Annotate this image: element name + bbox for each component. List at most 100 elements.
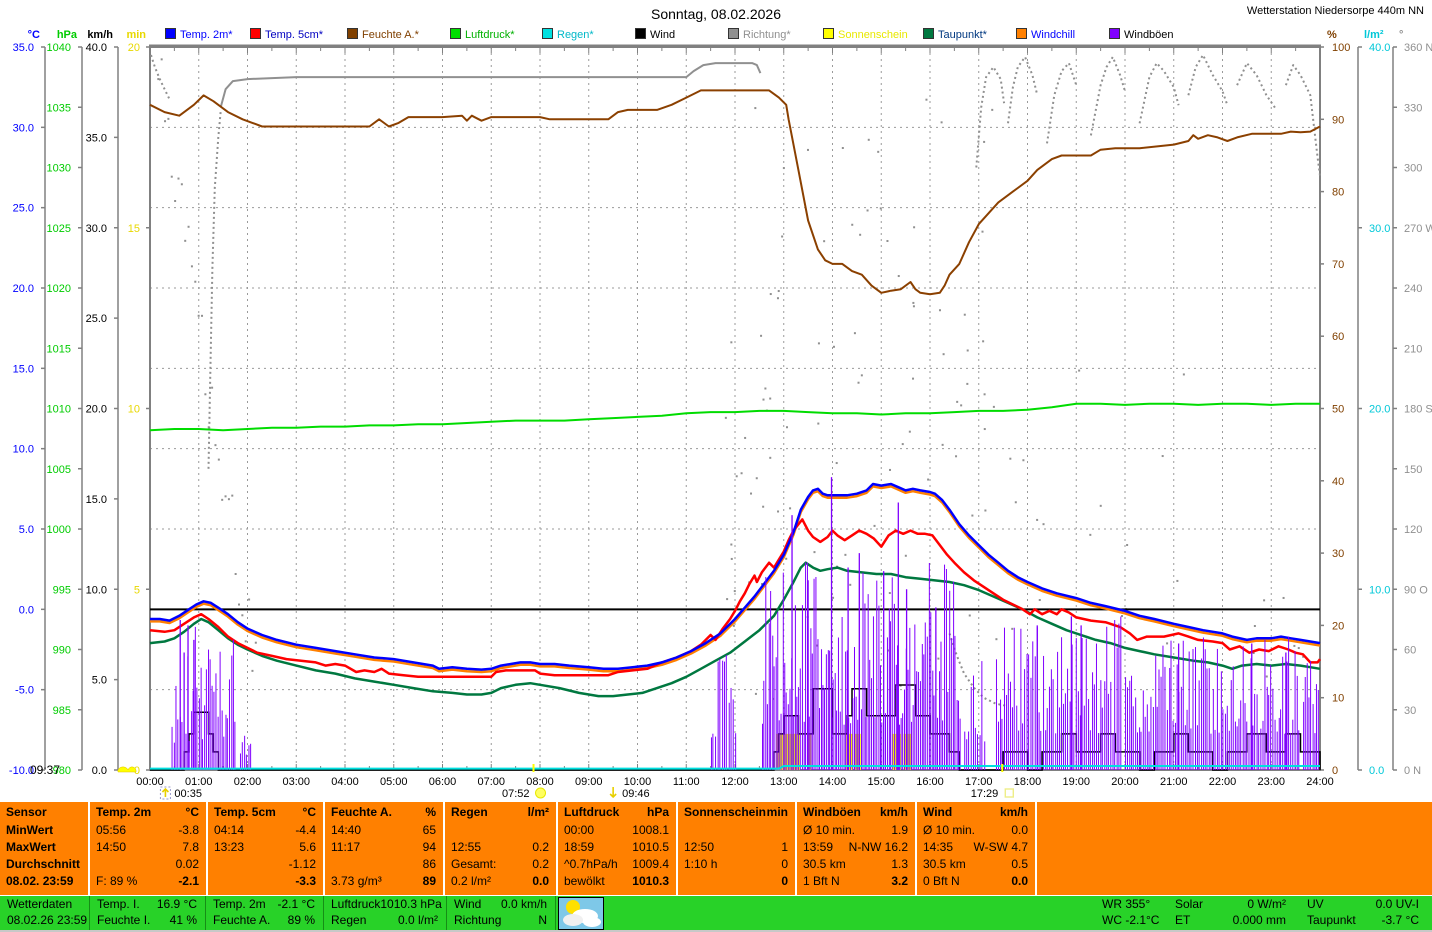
status-item: ET0.000 mm	[1175, 913, 1286, 929]
stats-col-header: Temp. 5cm°C	[214, 805, 316, 822]
stats-row-label: 08.02. 23:59	[6, 874, 81, 891]
stats-cell: 05:56-3.8	[96, 823, 199, 840]
stats-cell: 1:10 h0	[684, 857, 788, 874]
stats-cell: Gesamt:0.2	[451, 857, 549, 874]
svg-text:25.0: 25.0	[86, 313, 107, 325]
svg-text:%: %	[1327, 29, 1337, 41]
svg-text:hPa: hPa	[57, 29, 78, 41]
svg-text:270 W: 270 W	[1404, 223, 1432, 235]
svg-text:15.0: 15.0	[13, 363, 34, 375]
moon-cloud-icon	[118, 767, 136, 772]
svg-text:20.0: 20.0	[1369, 404, 1390, 416]
stats-cell: 14:4065	[331, 823, 436, 840]
stats-cell: bewölkt1010.3	[564, 874, 669, 891]
bottom-left-time: 09:37	[30, 763, 60, 777]
status-item: Wetterdaten	[7, 897, 81, 913]
svg-text:70: 70	[1332, 259, 1344, 271]
stats-cell: 13:59N-NW 16.2	[803, 840, 908, 857]
stats-row-label: Sensor	[6, 805, 81, 822]
status-item: Wind0.0 km/h	[454, 897, 547, 913]
svg-text:23:00: 23:00	[1257, 776, 1285, 788]
stats-col-header: Regenl/m²	[451, 805, 549, 822]
svg-text:12:00: 12:00	[721, 776, 749, 788]
svg-text:08:00: 08:00	[526, 776, 554, 788]
svg-text:22:00: 22:00	[1209, 776, 1237, 788]
svg-text:40.0: 40.0	[86, 42, 107, 54]
sun-icon	[536, 788, 546, 798]
svg-text:985: 985	[53, 705, 71, 717]
stats-cell: 14:35W-SW 4.7	[923, 840, 1028, 857]
svg-text:80: 80	[1332, 187, 1344, 199]
stats-cell: 3.73 g/m³89	[331, 874, 436, 891]
svg-text:20: 20	[1332, 620, 1344, 632]
stats-cell: 11:1794	[331, 840, 436, 857]
svg-text:20:00: 20:00	[1111, 776, 1139, 788]
svg-text:04:00: 04:00	[331, 776, 359, 788]
svg-text:90: 90	[1332, 114, 1344, 126]
svg-text:19:00: 19:00	[1062, 776, 1090, 788]
svg-text:5.0: 5.0	[19, 524, 34, 536]
svg-text:35.0: 35.0	[86, 132, 107, 144]
svg-text:995: 995	[53, 584, 71, 596]
svg-text:14:00: 14:00	[819, 776, 847, 788]
stats-row-label: MinWert	[6, 823, 81, 840]
svg-text:16:00: 16:00	[916, 776, 944, 788]
svg-text:20: 20	[128, 42, 140, 54]
stats-cell: 14:507.8	[96, 840, 199, 857]
status-item: WC -2.1°C	[1102, 913, 1151, 929]
status-item: Regen0.0 l/m²	[331, 913, 438, 929]
stats-cell: 30.5 km1.3	[803, 857, 908, 874]
svg-text:35.0: 35.0	[13, 42, 34, 54]
stats-cell: 1 Bft N3.2	[803, 874, 908, 891]
svg-text:5: 5	[134, 584, 140, 596]
stats-col-temp-2m: Temp. 2m°C05:56-3.814:507.80.02F: 89 %-2…	[90, 802, 208, 895]
stats-cell: 0 Bft N0.0	[923, 874, 1028, 891]
stats-col-wind: Windkm/hØ 10 min.0.014:35W-SW 4.730.5 km…	[917, 802, 1037, 895]
stats-col-feuchte-a-: Feuchte A.%14:406511:1794863.73 g/m³89	[325, 802, 445, 895]
stats-col-header: LuftdruckhPa	[564, 805, 669, 822]
svg-text:18:00: 18:00	[1014, 776, 1042, 788]
stats-cell: -3.3	[214, 874, 316, 891]
stats-cell: 18:591010.5	[564, 840, 669, 857]
stats-table: SensorMinWertMaxWertDurchschnitt08.02. 2…	[0, 800, 1432, 895]
stats-cell: 30.5 km0.5	[923, 857, 1028, 874]
stats-cell: 13:235.6	[214, 840, 316, 857]
svg-text:02:00: 02:00	[234, 776, 262, 788]
svg-text:09:46: 09:46	[622, 788, 650, 800]
svg-text:100: 100	[1332, 42, 1350, 54]
status-item: Solar0 W/m²	[1175, 897, 1286, 913]
stats-cell: 12:501	[684, 840, 788, 857]
stats-col-header: Windböenkm/h	[803, 805, 908, 822]
svg-text:60: 60	[1404, 645, 1416, 657]
stats-col-windb-en: Windböenkm/hØ 10 min.1.913:59N-NW 16.230…	[797, 802, 917, 895]
svg-text:06:00: 06:00	[429, 776, 457, 788]
status-item: Temp. I.16.9 °C	[97, 897, 197, 913]
status-item: RichtungN	[454, 913, 547, 929]
svg-text:40: 40	[1332, 476, 1344, 488]
svg-text:1020: 1020	[47, 283, 71, 295]
svg-text:°C: °C	[28, 29, 40, 41]
stats-col-sonnenschein: Sonnenscheinmin12:5011:10 h00	[678, 802, 797, 895]
stats-row-label: MaxWert	[6, 840, 81, 857]
svg-text:05:00: 05:00	[380, 776, 408, 788]
status-bar: Wetterdaten08.02.26 23:59 Temp. I.16.9 °C…	[0, 895, 1432, 932]
svg-text:00:00: 00:00	[136, 776, 164, 788]
svg-text:240: 240	[1404, 283, 1422, 295]
status-cell-1: Wetterdaten08.02.26 23:59	[0, 896, 90, 930]
stats-cell: ^0.7hPa/h1009.4	[564, 857, 669, 874]
stats-col-sensor: SensorMinWertMaxWertDurchschnitt08.02. 2…	[0, 802, 90, 895]
svg-text:0.0: 0.0	[92, 765, 107, 777]
sunset-icon	[1005, 789, 1013, 797]
stats-cell: 00:001008.1	[564, 823, 669, 840]
svg-text:330: 330	[1404, 102, 1422, 114]
svg-text:10: 10	[128, 404, 140, 416]
svg-text:21:00: 21:00	[1160, 776, 1188, 788]
svg-text:0.0: 0.0	[19, 604, 34, 616]
stats-col-luftdruck: LuftdruckhPa00:001008.118:591010.5^0.7hP…	[558, 802, 678, 895]
stats-cell: 0.02	[96, 857, 199, 874]
stats-cell: 12:550.2	[451, 840, 549, 857]
svg-text:0.0: 0.0	[1369, 765, 1384, 777]
svg-text:30.0: 30.0	[1369, 223, 1390, 235]
svg-text:90 O: 90 O	[1404, 584, 1428, 596]
svg-text:10.0: 10.0	[86, 584, 107, 596]
